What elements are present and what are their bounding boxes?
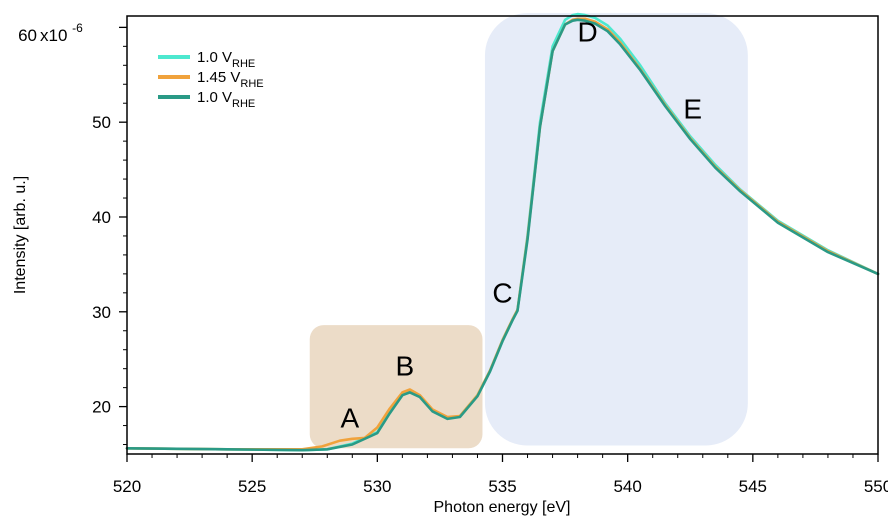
legend-label-2: 1.45 VRHE (197, 69, 264, 90)
x-tick-label: 525 (238, 477, 266, 496)
x-tick-label: 520 (113, 477, 141, 496)
x-tick-label: 545 (739, 477, 767, 496)
peak-label-b: B (396, 350, 415, 381)
y-tick-label: 60 (18, 26, 37, 45)
x-tick-label: 530 (363, 477, 391, 496)
highlight-regions (309, 13, 748, 449)
y-axis-ticks: 20 30 40 50 60 (18, 26, 127, 446)
series-lines (125, 12, 880, 452)
peak-label-e: E (683, 93, 702, 124)
x-axis-ticks: 520 525 530 535 540 545 550 (113, 454, 888, 496)
x-tick-label: 550 (864, 477, 888, 496)
y-tick-label: 30 (92, 303, 111, 322)
peak-annotations: A B C D E (340, 17, 702, 434)
peak-label-d: D (577, 17, 597, 48)
y-tick-label: 20 (92, 398, 111, 417)
x-axis-title: Photon energy [eV] (434, 499, 571, 516)
legend-label-1: 1.0 VRHE (197, 49, 255, 70)
x-tick-label: 535 (488, 477, 516, 496)
legend-label-3: 1.0 VRHE (197, 89, 255, 110)
y-tick-label: 40 (92, 208, 111, 227)
x-tick-label: 540 (613, 477, 641, 496)
series-line-3 (125, 18, 880, 452)
highlight-region-2 (484, 13, 748, 446)
y-tick-label: 50 (92, 113, 111, 132)
peak-label-c: C (492, 277, 512, 308)
highlight-region-1 (309, 325, 483, 449)
peak-label-a: A (340, 402, 359, 433)
y-axis-title: Intensity [arb. u.] (12, 176, 29, 294)
y-multiplier-label: x10 -6 (40, 21, 83, 45)
